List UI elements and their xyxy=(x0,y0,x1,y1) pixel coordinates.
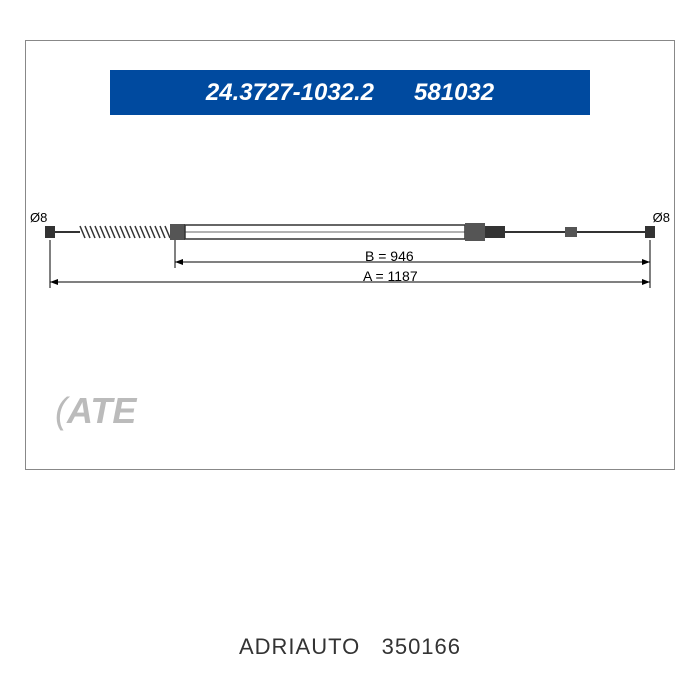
footer-manufacturer: ADRIAUTO xyxy=(239,634,360,659)
part-number-secondary: 581032 xyxy=(414,79,494,107)
cable-diagram: Ø8 Ø8 xyxy=(25,200,675,320)
footer-part-number: 350166 xyxy=(382,634,461,659)
title-bar: 24.3727-1032.2 581032 xyxy=(110,70,590,115)
dimension-b-label: B = 946 xyxy=(365,248,414,264)
part-number-primary: 24.3727-1032.2 xyxy=(206,79,374,107)
brand-logo: (ATE xyxy=(55,390,136,432)
logo-text: ATE xyxy=(67,390,136,431)
cable-drawing xyxy=(25,200,675,320)
dimension-a-label: A = 1187 xyxy=(363,268,418,284)
footer: ADRIAUTO 350166 xyxy=(0,634,700,660)
